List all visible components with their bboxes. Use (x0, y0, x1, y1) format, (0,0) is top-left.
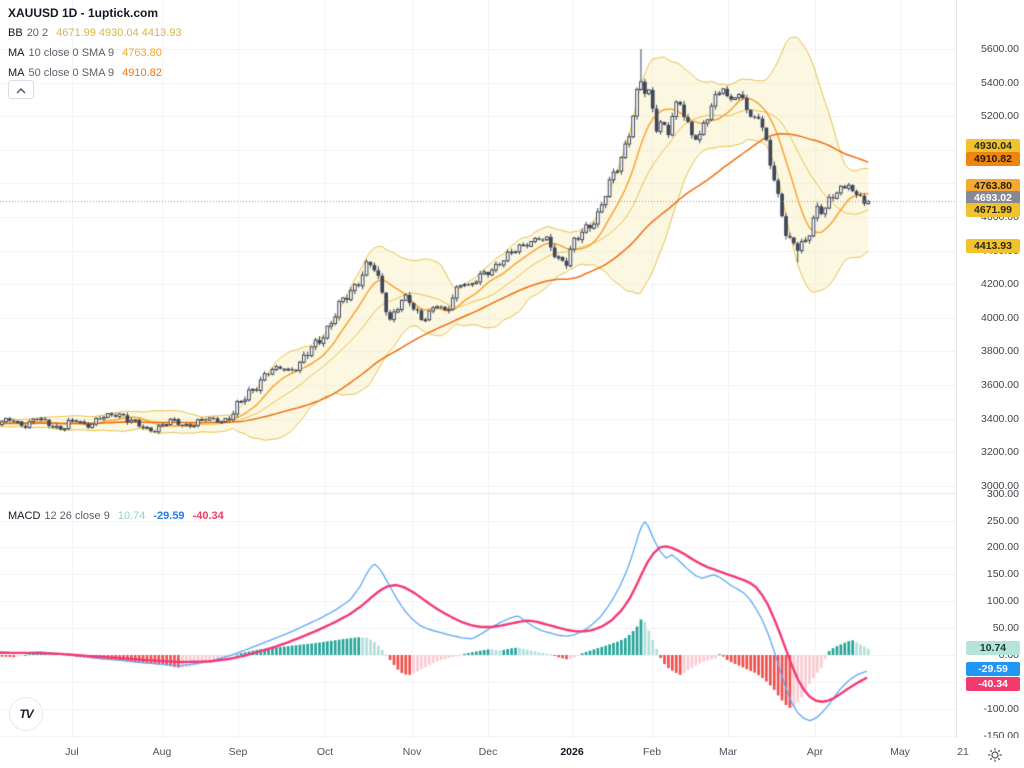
price-badge: -29.59 (966, 662, 1020, 676)
axis-label: 200.00 (986, 541, 1019, 554)
main-legend: XAUUSD 1D - 1uptick.com BB 20 2 4671.99 49… (8, 4, 182, 83)
time-axis-label[interactable]: Jul (65, 746, 79, 758)
time-axis-label[interactable]: Oct (316, 746, 334, 758)
macd-label: MACD (8, 510, 41, 522)
time-axis[interactable]: Jul Aug Sep Oct Nov Dec 2026 Feb Mar Apr May 21 (0, 738, 1024, 768)
axis-label: 50.00 (992, 622, 1019, 635)
axis-label: 250.00 (986, 514, 1019, 527)
indicator-ma50-legend[interactable]: MA 50 close 0 SMA 9 4910.82 (8, 63, 182, 83)
ma50-params: 50 close 0 SMA 9 (28, 67, 115, 79)
time-axis-label[interactable]: Apr (806, 746, 824, 758)
time-axis-label[interactable]: Aug (152, 746, 172, 758)
indicator-ma10-legend[interactable]: MA 10 close 0 SMA 9 4763.80 (8, 43, 182, 63)
axis-label: 3400.00 (981, 412, 1019, 425)
axis-label: 100.00 (986, 595, 1019, 608)
price-badge: 4910.82 (966, 152, 1020, 166)
time-axis-label[interactable]: 2026 (560, 746, 584, 758)
price-badge: 4930.04 (966, 139, 1020, 153)
ma10-value: 4763.80 (122, 47, 162, 59)
macd-hist-value: 10.74 (117, 510, 146, 522)
chevron-up-icon (16, 81, 26, 99)
macd-params: 12 26 close 9 (44, 510, 110, 522)
axis-label: 3800.00 (981, 345, 1019, 358)
time-axis-label[interactable]: 21 (957, 746, 969, 758)
axis-label: 3000.00 (981, 479, 1019, 492)
axis-label: 3600.00 (981, 379, 1019, 391)
price-badge: 4671.99 (966, 203, 1020, 217)
price-badge: 10.74 (966, 641, 1020, 655)
axis-label: 5600.00 (981, 43, 1019, 55)
tradingview-logo[interactable]: TV (9, 697, 43, 731)
price-badge: 4693.02 (966, 191, 1020, 205)
legend-collapse-button[interactable] (8, 80, 34, 99)
time-axis-label[interactable]: Nov (402, 746, 422, 758)
time-axis-label[interactable]: Dec (478, 746, 498, 758)
symbol-title[interactable]: XAUUSD 1D - 1uptick.com (8, 6, 159, 20)
tv-logo-glyph: TV (19, 707, 33, 721)
time-axis-label[interactable]: Mar (718, 746, 738, 758)
ma10-params: 10 close 0 SMA 9 (28, 47, 115, 59)
indicator-bb-legend[interactable]: BB 20 2 4671.99 4930.04 4413.93 (8, 23, 182, 43)
time-axis-label[interactable]: May (890, 746, 910, 758)
price-badge: -40.34 (966, 677, 1020, 691)
axis-label: 4200.00 (981, 278, 1019, 291)
macd-indicator-legend[interactable]: MACD 12 26 close 9 10.74 -29.59 -40.34 (8, 506, 224, 526)
time-axis-label[interactable]: Feb (642, 746, 662, 758)
macd-signal-value: -40.34 (192, 510, 224, 522)
price-badge: 4413.93 (966, 239, 1020, 253)
axis-label: -100.00 (983, 702, 1019, 715)
price-badge: 4763.80 (966, 179, 1020, 193)
axis-label: 5400.00 (981, 76, 1019, 89)
axis-label: 5200.00 (981, 110, 1019, 123)
axis-label: 3200.00 (981, 446, 1019, 459)
axis-label: 4000.00 (981, 311, 1019, 324)
bb-params: 20 2 (26, 27, 49, 39)
ma10-label: MA (8, 47, 25, 59)
time-axis-label[interactable]: Sep (228, 746, 248, 758)
ma50-label: MA (8, 67, 25, 79)
macd-line-value: -29.59 (153, 510, 185, 522)
axis-label: 300.00 (986, 487, 1019, 500)
axis-label: 150.00 (986, 568, 1019, 581)
bb-label: BB (8, 27, 23, 39)
price-axis[interactable]: 5600.005400.005200.005000.004800.004600.… (957, 0, 1024, 768)
gear-icon[interactable] (987, 747, 1003, 768)
bb-values: 4671.99 4930.04 4413.93 (56, 27, 182, 39)
ma50-value: 4910.82 (122, 67, 162, 79)
